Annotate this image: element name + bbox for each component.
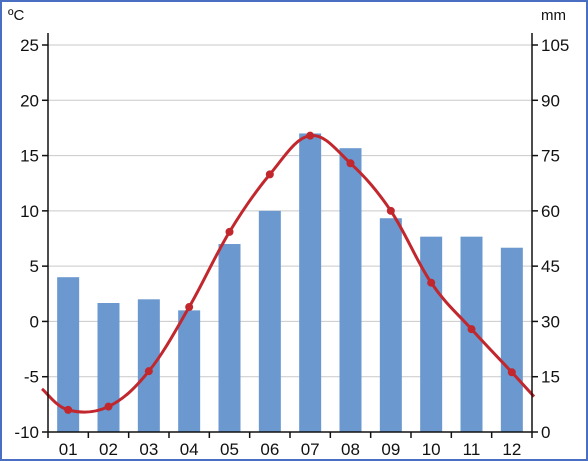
axes xyxy=(42,33,538,438)
axis-labels: 25 105 20 90 15 75 10 60 5 45 0 30 -5 15 -10 0 01 02 03 04 0… xyxy=(14,36,569,459)
gridlines xyxy=(48,44,532,433)
precip-bar xyxy=(500,247,523,432)
temperature-point xyxy=(386,206,395,215)
precip-bar xyxy=(420,236,443,432)
x-tick-label: 05 xyxy=(220,440,239,459)
right-axis-unit: mm xyxy=(541,7,566,24)
right-tick-label: 90 xyxy=(541,91,560,110)
precip-bar xyxy=(460,236,483,432)
left-tick-label: 0 xyxy=(30,312,39,331)
temperature-point xyxy=(306,131,315,140)
right-tick-label: 15 xyxy=(541,368,560,387)
left-tick-label: 10 xyxy=(20,202,39,221)
precip-bar xyxy=(178,310,201,432)
left-tick-label: 20 xyxy=(20,91,39,110)
x-tick-label: 04 xyxy=(180,440,199,459)
right-tick-label: 105 xyxy=(541,36,569,55)
precip-bar xyxy=(258,210,281,432)
right-tick-label: 30 xyxy=(541,312,560,331)
temperature-point xyxy=(427,278,436,287)
right-tick-label: 60 xyxy=(541,202,560,221)
right-tick-label: 45 xyxy=(541,257,560,276)
temperature-point xyxy=(185,303,194,312)
precip-bar xyxy=(57,277,80,432)
x-tick-label: 02 xyxy=(99,440,118,459)
temperature-point xyxy=(346,159,355,168)
right-tick-label: 0 xyxy=(541,423,550,442)
precip-bar xyxy=(339,148,362,432)
x-tick-label: 06 xyxy=(260,440,279,459)
precip-bar xyxy=(379,218,402,432)
x-tick-label: 11 xyxy=(463,440,481,459)
left-tick-label: 15 xyxy=(20,147,39,166)
x-tick-label: 09 xyxy=(381,440,400,459)
left-tick-label: -5 xyxy=(24,368,39,387)
precip-bar xyxy=(218,244,241,432)
x-tick-label: 10 xyxy=(422,440,441,459)
temperature-point xyxy=(225,227,234,236)
x-tick-label: 07 xyxy=(301,440,320,459)
temperature-point xyxy=(144,367,153,376)
temperature-point xyxy=(104,402,113,411)
left-tick-label: -10 xyxy=(14,423,39,442)
left-tick-label: 5 xyxy=(30,257,39,276)
temperature-point xyxy=(265,170,274,179)
x-tick-label: 03 xyxy=(139,440,158,459)
temperature-point xyxy=(467,325,476,334)
precip-bar xyxy=(97,303,120,432)
left-tick-label: 25 xyxy=(20,36,39,55)
x-tick-label: 01 xyxy=(59,440,78,459)
precip-bar xyxy=(299,133,322,432)
temperature-line xyxy=(40,131,536,414)
x-tick-label: 12 xyxy=(502,440,521,459)
x-tick-label: 08 xyxy=(341,440,360,459)
temperature-point xyxy=(507,368,516,377)
temperature-point xyxy=(64,405,73,414)
precipitation-bars xyxy=(57,133,523,432)
temperature-curve xyxy=(40,134,536,414)
right-tick-label: 75 xyxy=(541,147,560,166)
precip-bar xyxy=(137,299,160,432)
left-axis-unit: ºC xyxy=(8,7,24,24)
